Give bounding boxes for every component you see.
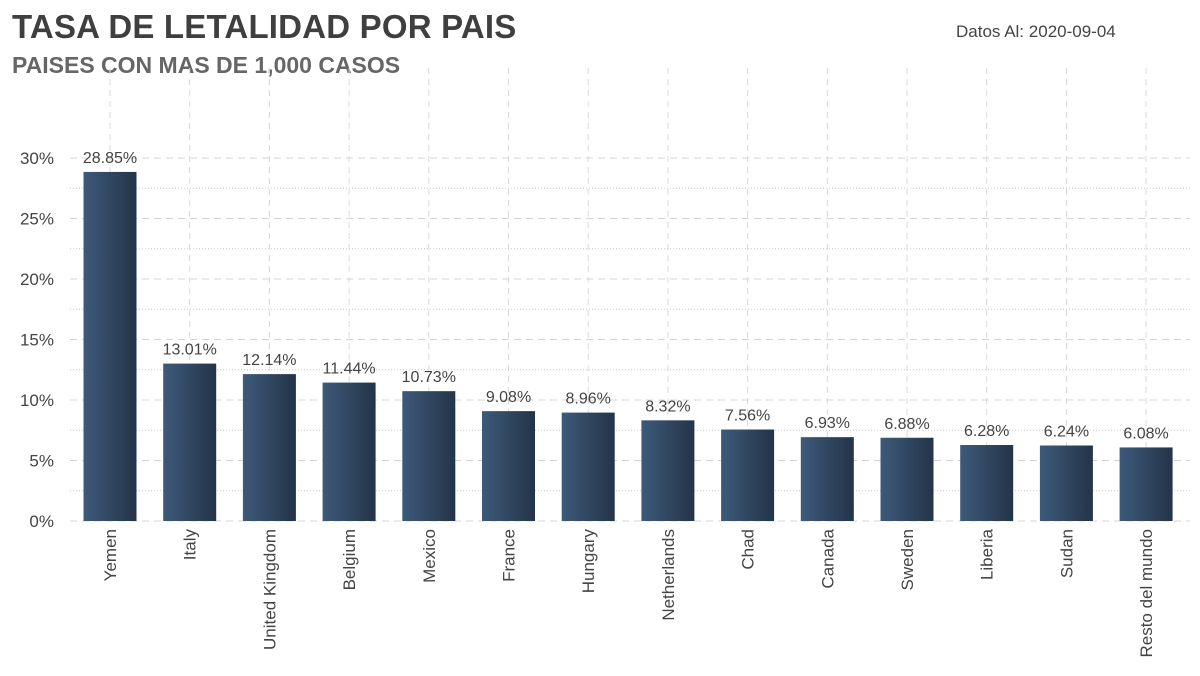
chart-title: TASA DE LETALIDAD POR PAIS [12,8,517,45]
y-tick-label: 30% [20,149,54,168]
value-label: 11.44% [323,361,376,378]
bar-yemen [83,171,137,522]
y-tick-label: 20% [20,270,54,289]
bar-france [482,411,535,521]
x-tick-label: Sudan [1057,529,1076,578]
value-label: 12.14% [242,352,296,369]
x-tick-label: Belgium [340,529,359,590]
bar-united-kingdom [242,374,296,521]
x-axis-labels: Yemen Italy United Kingdom Belgium Mexico Fra… [101,528,1156,657]
value-label: 8.32% [645,398,690,415]
value-label: 6.88% [884,416,929,433]
grid-lines [70,68,1190,522]
bar-netherlands [641,420,695,521]
y-tick-label: 15% [20,331,54,350]
x-tick-label: Resto del mundo [1137,529,1156,658]
x-tick-label: Yemen [101,529,120,581]
value-labels: 28.85% 13.01% 12.14% 11.44% 10.73% 9.08% 8.96%… [83,150,1169,443]
data-date: Datos Al: 2020-09-04 [956,22,1116,42]
value-label: 6.08% [1123,425,1168,442]
value-label: 8.96% [566,391,611,408]
bar-resto-del-mundo [1119,447,1173,521]
bar-sweden [880,437,934,521]
y-tick-label: 5% [29,452,54,471]
value-label: 6.24% [1044,423,1089,440]
x-tick-label: Hungary [579,529,598,594]
bar-liberia [960,445,1014,521]
value-label: 13.01% [163,342,217,359]
bars [83,171,1173,522]
x-tick-label: Liberia [978,528,997,580]
value-label: 28.85% [83,150,137,167]
bar-canada [800,437,854,521]
y-tick-label: 0% [29,512,54,531]
value-label: 9.08% [486,389,531,406]
x-tick-label: Mexico [420,529,439,583]
x-tick-label: United Kingdom [260,529,279,650]
bar-belgium [322,382,376,521]
value-label: 6.93% [805,415,850,432]
bar-italy [163,363,217,521]
x-tick-label: Netherlands [659,529,678,621]
value-label: 6.28% [964,423,1009,440]
bar-hungary [561,412,615,521]
bar-sudan [1039,445,1093,521]
y-tick-label: 10% [20,391,54,410]
x-tick-label: Italy [181,529,200,561]
bar-chad [721,429,775,521]
data-date-label: Datos Al: [956,22,1025,41]
bar-mexico [402,391,456,521]
data-date-value: 2020-09-04 [1028,22,1116,41]
value-label: 10.73% [402,369,456,386]
value-label: 7.56% [725,408,770,425]
chart-subtitle: PAISES CON MAS DE 1,000 CASOS [12,52,401,78]
x-tick-label: Chad [739,529,758,570]
x-tick-label: Canada [818,528,837,588]
y-tick-label: 25% [20,210,54,229]
x-tick-label: France [500,529,519,582]
y-axis-ticks: 0% 5% 10% 15% 20% 25% 30% [20,149,54,531]
x-tick-label: Sweden [898,529,917,590]
